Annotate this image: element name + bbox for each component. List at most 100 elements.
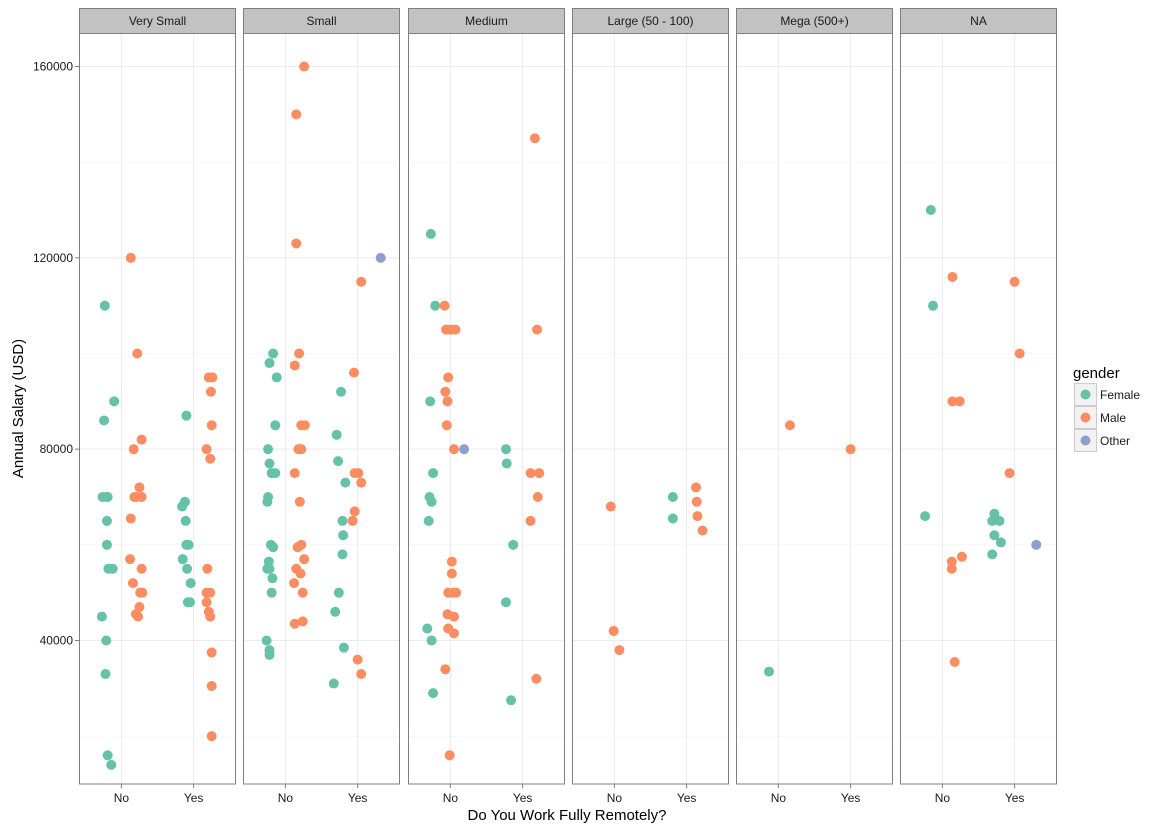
data-point-male [440, 664, 451, 675]
data-point-male [845, 444, 856, 455]
data-point-female [262, 496, 273, 507]
data-point-male [608, 625, 619, 636]
data-point-male [206, 647, 217, 658]
facet-panel-5: Mega (500+) No Yes [736, 8, 893, 805]
data-point-female [994, 515, 1005, 526]
data-point-female [184, 597, 195, 608]
facet-strip [243, 8, 400, 34]
data-point-male [532, 491, 543, 502]
data-point-male [127, 578, 138, 589]
x-tick-label: Yes [677, 791, 697, 805]
data-point-female [99, 300, 110, 311]
data-point-female [426, 635, 437, 646]
data-point-male [205, 587, 216, 598]
data-point-female [102, 491, 113, 502]
data-point-male [1004, 468, 1015, 479]
data-point-male [691, 496, 702, 507]
x-tick-label: Yes [348, 791, 368, 805]
panel-background [736, 33, 893, 784]
data-point-male [206, 420, 217, 431]
data-point-male [289, 360, 300, 371]
data-point-male [136, 491, 147, 502]
legend: gender Female Male Other [1073, 365, 1140, 452]
facet-strip-label: Large (50 - 100) [607, 14, 693, 28]
data-point-other [459, 444, 470, 455]
data-point-female [263, 444, 274, 455]
data-point-male [289, 618, 300, 629]
data-point-female [425, 228, 436, 239]
data-point-male [451, 587, 462, 598]
data-point-male [205, 453, 216, 464]
data-point-male [440, 386, 451, 397]
data-point-male [446, 324, 457, 335]
data-point-male [446, 568, 457, 579]
data-point-male [291, 238, 302, 249]
data-point-male [347, 515, 358, 526]
data-point-male [125, 252, 136, 263]
legend-label: Male [1100, 411, 1126, 425]
x-tick-label: Yes [841, 791, 861, 805]
data-point-male [439, 300, 450, 311]
data-point-male [352, 654, 363, 665]
data-point-female [500, 597, 511, 608]
data-point-female [177, 554, 188, 565]
facet-strip-label: Medium [465, 14, 508, 28]
data-point-female [109, 396, 120, 407]
facet-strip-label: Mega (500+) [780, 14, 848, 28]
data-point-male [525, 515, 536, 526]
data-point-male [784, 420, 795, 431]
y-tick-label: 40000 [40, 633, 74, 647]
data-point-female [337, 549, 348, 560]
data-point-female [335, 386, 346, 397]
data-point-female [430, 300, 441, 311]
facet-strip-label: Very Small [129, 14, 186, 28]
data-point-male [289, 468, 300, 479]
x-tick-label: No [278, 791, 294, 805]
data-point-female [270, 468, 281, 479]
data-point-female [328, 678, 339, 689]
data-point-male [207, 372, 218, 383]
data-point-male [206, 731, 217, 742]
data-point-female [268, 348, 279, 359]
data-point-male [296, 444, 307, 455]
facet-strip [79, 8, 236, 34]
data-point-female [99, 415, 110, 426]
data-point-male [356, 668, 367, 679]
data-point-male [531, 673, 542, 684]
data-point-female [500, 444, 511, 455]
data-point-male [444, 750, 455, 761]
data-point-female [425, 396, 436, 407]
data-point-female [337, 515, 348, 526]
data-point-female [267, 573, 278, 584]
data-point-male [299, 554, 310, 565]
panel-background [243, 33, 400, 784]
data-point-female [508, 539, 519, 550]
facet-strip-label: NA [970, 14, 987, 28]
data-point-male [1009, 276, 1020, 287]
data-point-female [428, 468, 439, 479]
panel-background [79, 33, 236, 784]
x-tick-label: No [114, 791, 130, 805]
data-point-male [529, 133, 540, 144]
y-tick-label: 80000 [40, 442, 74, 456]
x-tick-label: Yes [184, 791, 204, 805]
data-point-female [180, 515, 191, 526]
data-point-male [294, 348, 305, 359]
data-point-male [443, 372, 454, 383]
legend-key-marker [1080, 389, 1091, 400]
data-point-male [441, 420, 452, 431]
facet-strip-label: Small [306, 14, 336, 28]
data-point-male [299, 420, 310, 431]
x-tick-label: Yes [1005, 791, 1025, 805]
data-point-female [181, 410, 192, 421]
data-point-female [422, 623, 433, 634]
data-point-male [690, 482, 701, 493]
data-point-male [125, 554, 136, 565]
data-point-male [206, 680, 217, 691]
data-point-male [446, 556, 457, 567]
data-point-male [525, 468, 536, 479]
data-point-female [764, 666, 775, 677]
panel-background [572, 33, 729, 784]
data-point-male [449, 444, 460, 455]
data-point-male [348, 367, 359, 378]
